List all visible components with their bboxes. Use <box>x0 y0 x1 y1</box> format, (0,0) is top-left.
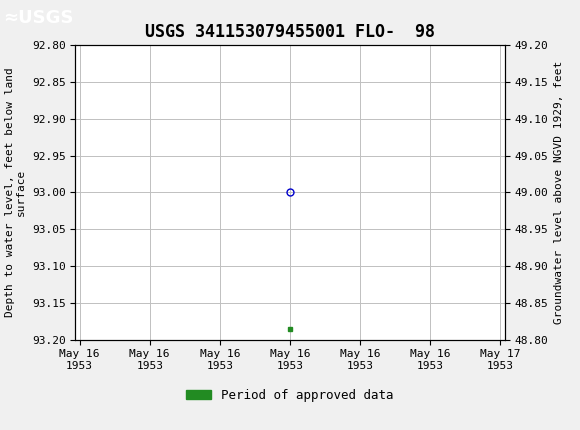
Title: USGS 341153079455001 FLO-  98: USGS 341153079455001 FLO- 98 <box>145 23 435 41</box>
Y-axis label: Depth to water level, feet below land
surface: Depth to water level, feet below land su… <box>5 68 26 317</box>
Y-axis label: Groundwater level above NGVD 1929, feet: Groundwater level above NGVD 1929, feet <box>554 61 564 324</box>
Text: ≈USGS: ≈USGS <box>3 9 74 27</box>
Legend: Period of approved data: Period of approved data <box>181 384 399 407</box>
